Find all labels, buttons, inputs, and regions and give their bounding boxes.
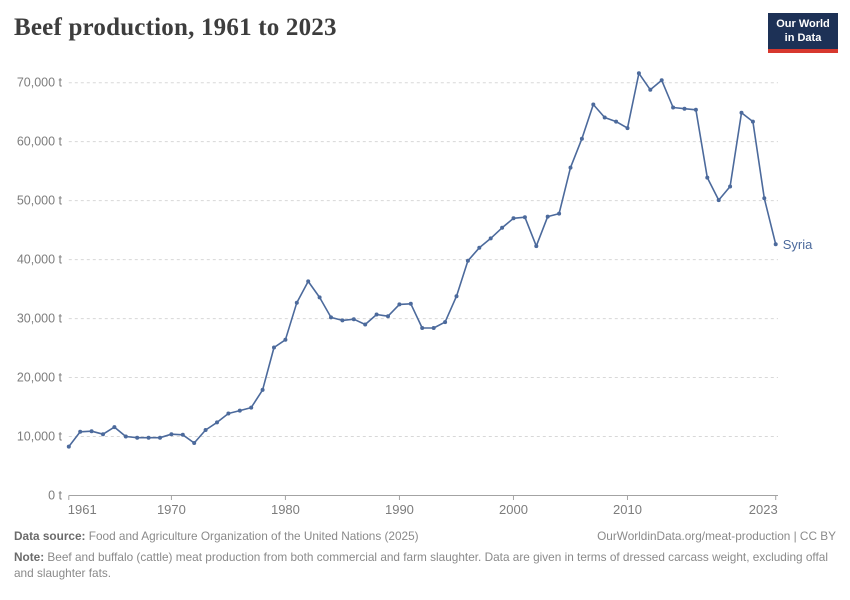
data-point-1978[interactable] [260,387,265,392]
owid-logo-text: Our World in Data [768,13,838,49]
data-point-2008[interactable] [602,115,607,120]
data-point-2007[interactable] [591,102,596,107]
y-tick-label-40000: 40,000 t [17,253,63,267]
data-point-2004[interactable] [557,211,562,216]
data-point-2016[interactable] [693,107,698,112]
data-point-2019[interactable] [728,184,733,189]
x-tick-label-1990: 1990 [385,502,414,517]
data-point-1995[interactable] [454,294,459,299]
data-point-2020[interactable] [739,110,744,115]
data-point-2022[interactable] [762,196,767,201]
data-point-2023[interactable] [773,242,778,247]
data-point-2017[interactable] [705,175,710,180]
data-point-1999[interactable] [500,225,505,230]
data-point-2005[interactable] [568,165,573,170]
data-point-2000[interactable] [511,216,516,221]
data-point-1985[interactable] [340,318,345,323]
data-point-1980[interactable] [283,337,288,342]
data-point-1968[interactable] [146,435,151,440]
owid-logo[interactable]: Our World in Data [768,13,838,53]
data-point-1998[interactable] [488,236,493,241]
y-tick-label-60000: 60,000 t [17,135,63,149]
y-tick-label-0: 0 t [48,489,62,503]
attribution-link[interactable]: OurWorldinData.org/meat-production | CC … [597,529,836,543]
y-tick-label-70000: 70,000 t [17,76,63,90]
data-point-2010[interactable] [625,126,630,131]
owid-logo-redbar [768,48,838,53]
x-tick-label-2023: 2023 [749,502,778,517]
data-point-1977[interactable] [249,405,254,410]
data-point-2012[interactable] [648,87,653,92]
data-point-1969[interactable] [158,435,162,440]
y-tick-label-50000: 50,000 t [17,194,63,208]
data-point-1962[interactable] [78,429,83,434]
data-point-1992[interactable] [420,326,425,330]
entity-label-syria[interactable]: Syria [783,237,813,252]
y-tick-label-10000: 10,000 t [17,430,63,444]
data-point-1990[interactable] [397,302,402,307]
data-point-2006[interactable] [579,136,584,141]
data-point-1983[interactable] [317,295,322,300]
data-point-1972[interactable] [192,441,197,445]
x-tick-label-1980: 1980 [271,502,300,517]
x-tick-label-1961: 1961 [68,502,97,517]
data-point-1989[interactable] [386,314,390,319]
data-point-2021[interactable] [750,119,755,124]
data-point-2014[interactable] [671,105,676,110]
data-point-1986[interactable] [351,317,356,322]
data-point-2003[interactable] [545,214,550,219]
data-point-1963[interactable] [89,429,94,434]
data-point-1994[interactable] [443,320,448,325]
data-point-1967[interactable] [135,435,140,440]
data-point-1984[interactable] [329,315,333,320]
data-point-1982[interactable] [306,279,311,284]
data-point-1961[interactable] [66,444,71,449]
data-point-1991[interactable] [408,301,413,306]
data-point-2018[interactable] [716,198,721,203]
data-point-2015[interactable] [682,106,687,111]
y-tick-label-30000: 30,000 t [17,312,63,326]
chart-footer: Data source: Food and Agriculture Organi… [14,528,836,582]
data-point-1970[interactable] [169,432,174,437]
data-point-1964[interactable] [101,432,105,437]
x-tick-label-2000: 2000 [499,502,528,517]
data-point-1971[interactable] [180,432,185,437]
data-point-1981[interactable] [294,300,299,305]
chart-note-text: Note: Beef and buffalo (cattle) meat pro… [14,549,828,581]
data-point-2011[interactable] [636,71,641,76]
data-point-1973[interactable] [203,428,208,432]
data-point-1996[interactable] [465,258,470,263]
data-point-1987[interactable] [363,322,368,327]
data-source-text: Data source: Food and Agriculture Organi… [14,529,419,543]
data-point-2001[interactable] [522,215,527,220]
data-point-1988[interactable] [374,312,379,317]
data-point-1976[interactable] [237,408,242,413]
data-point-1966[interactable] [123,434,128,439]
chart-title: Beef production, 1961 to 2023 [14,14,337,41]
y-tick-label-20000: 20,000 t [17,371,63,385]
x-tick-label-1970: 1970 [157,502,186,517]
line-chart-plot-area: 0 t 10,000 t 20,000 t 30,000 t 40,000 t 50,00… [17,71,813,517]
data-point-1974[interactable] [215,420,219,425]
data-point-2009[interactable] [614,119,619,124]
data-point-1975[interactable] [226,411,231,416]
data-point-2002[interactable] [534,244,539,249]
data-point-1979[interactable] [272,345,276,350]
data-point-2013[interactable] [659,78,664,83]
data-point-1997[interactable] [477,245,482,250]
x-tick-label-2010: 2010 [613,502,642,517]
data-point-1993[interactable] [431,326,436,330]
data-point-1965[interactable] [112,425,117,430]
owid-logo-line1: Our World [776,18,830,30]
owid-logo-line2: in Data [784,32,822,45]
